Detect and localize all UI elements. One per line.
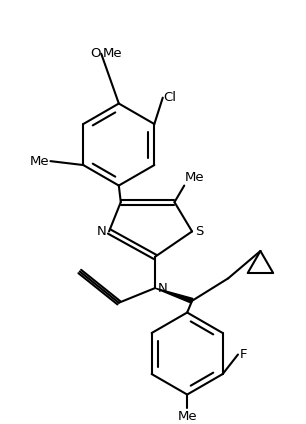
Text: Cl: Cl	[164, 91, 177, 104]
Text: Me: Me	[103, 47, 123, 60]
Polygon shape	[155, 288, 193, 303]
Text: Me: Me	[30, 155, 50, 167]
Text: N: N	[158, 282, 168, 295]
Text: Me: Me	[177, 410, 197, 423]
Text: S: S	[195, 225, 203, 238]
Text: O: O	[90, 47, 100, 60]
Text: N: N	[96, 225, 106, 238]
Text: F: F	[240, 348, 248, 361]
Text: Me: Me	[185, 170, 205, 184]
